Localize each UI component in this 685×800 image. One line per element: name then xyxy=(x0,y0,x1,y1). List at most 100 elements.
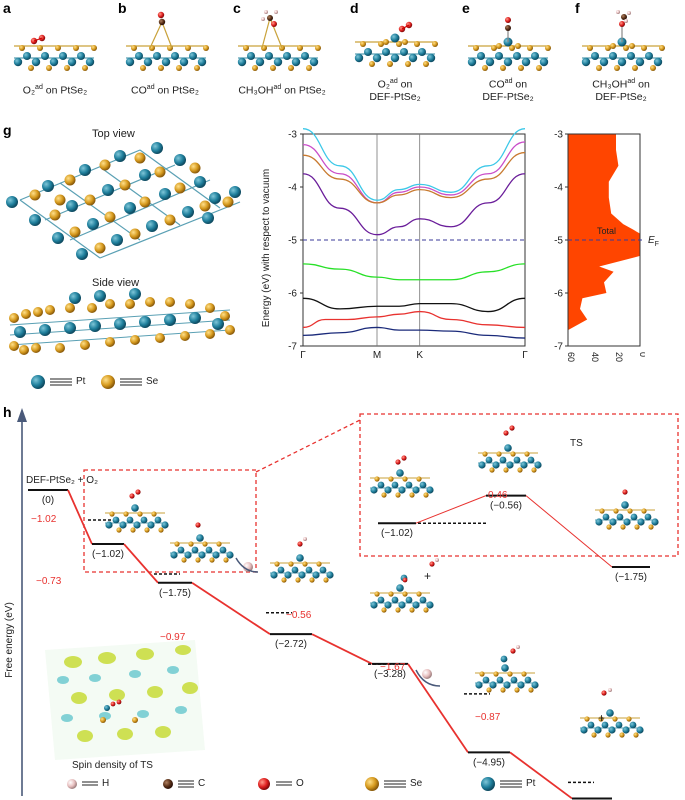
dos-chart: -3 -4 -5 -6 -760 40 20 0 xyxy=(554,130,645,363)
axis-arrow-icon xyxy=(17,408,27,422)
reaction-arrow-icon-2 xyxy=(415,669,441,687)
legend-o-label: O xyxy=(296,778,304,789)
energy-change-label: −0.73 xyxy=(36,576,62,587)
side-view-structure xyxy=(9,288,235,355)
panel-g-label: g xyxy=(3,122,12,138)
energy-connector xyxy=(123,543,159,584)
band-ylabel: Energy (eV) with respect to vacuum xyxy=(261,169,272,327)
caption-e: COad on DEF-PtSe₂ xyxy=(482,78,534,103)
legend-pt-atom-h xyxy=(481,777,495,791)
energy-level-label: (−4.95) xyxy=(473,757,505,768)
legend-o-atom xyxy=(258,778,270,790)
energy-connector xyxy=(191,581,271,635)
panel-d-label: d xyxy=(350,0,359,16)
caption-f: CH₃OHad on DEF-PtSe₂ xyxy=(592,78,650,103)
energy-connector xyxy=(311,633,373,665)
fermi-label: EF xyxy=(648,235,659,248)
inset-energy-level-label: (−1.02) xyxy=(381,528,413,539)
dos-xtick-label: 40 xyxy=(590,352,600,362)
energy-connector xyxy=(67,489,93,545)
plus-sign-1: + xyxy=(424,569,432,583)
legend-h-label: H xyxy=(102,778,110,789)
energy-connector xyxy=(509,751,573,800)
legend-c-atom xyxy=(163,779,173,789)
spin-density-caption: Spin density of TS xyxy=(72,760,153,771)
band-ytick-label: -7 xyxy=(288,342,297,353)
panel-f-label: f xyxy=(575,0,580,16)
band-navy xyxy=(302,326,526,339)
dos-ytick-label: -7 xyxy=(554,342,563,353)
panel-a-label: a xyxy=(3,0,11,16)
energy-level-label: (−2.72) xyxy=(275,639,307,650)
dos-ytick-label: -4 xyxy=(554,183,563,194)
band-ytick-label: -5 xyxy=(288,236,297,247)
free-energy-ylabel: Free energy (eV) xyxy=(4,602,15,678)
caption-a: O₂ad on PtSe₂ xyxy=(22,84,88,97)
top-view-title: Top view xyxy=(92,128,135,140)
legend-g xyxy=(31,375,142,389)
legend-h xyxy=(67,777,522,791)
legend-se-atom-h xyxy=(365,777,379,791)
inset-box xyxy=(359,413,679,557)
energy-change-label: −0.97 xyxy=(160,632,186,643)
band-magenta xyxy=(302,141,526,204)
band-black xyxy=(302,297,526,313)
caption-c: CH₃OHad on PtSe₂ xyxy=(238,84,326,97)
band-xtick-label: K xyxy=(416,350,423,361)
band-xtick-label: Γ xyxy=(300,350,306,361)
energy-change-label: −0.56 xyxy=(286,610,312,621)
band-ytick-label: -4 xyxy=(288,183,297,194)
dos-total-label: Total xyxy=(597,226,617,236)
ts-region-box xyxy=(83,469,257,573)
crystal-views xyxy=(6,142,241,355)
dos-curve xyxy=(568,134,640,346)
dos-xtick-label: 20 xyxy=(614,352,624,362)
band-xtick-label: M xyxy=(373,350,381,361)
energy-change-label: −0.87 xyxy=(475,712,501,723)
legend-pt-label-h: Pt xyxy=(526,778,536,789)
energy-level-label: (−1.75) xyxy=(159,588,191,599)
panel-e-label: e xyxy=(462,0,470,16)
band-xtick-label: Γ xyxy=(522,350,528,361)
dos-ytick-label: -5 xyxy=(554,236,563,247)
legend-h-atom xyxy=(67,779,77,789)
band-ytick-label: -3 xyxy=(288,130,297,141)
band-structure-chart: Energy (eV) with respect to vacuum Γ M K Γ-… xyxy=(261,128,528,361)
dos-xtick-label: 60 xyxy=(566,352,576,362)
caption-b: COad on PtSe₂ xyxy=(131,84,199,97)
start-state-label: DEF-PtSe₂ + O₂ xyxy=(26,475,98,486)
caption-d: O₂ad on DEF-PtSe₂ xyxy=(369,78,421,103)
inset-energy-level-label: (−1.75) xyxy=(615,572,647,583)
inset-barrier-label: 0.46 xyxy=(488,490,508,501)
side-view-title: Side view xyxy=(92,277,140,289)
energy-level-label: (−1.02) xyxy=(92,549,124,560)
energy-connector xyxy=(407,663,469,753)
inset-connector xyxy=(415,495,487,524)
top-row-structures xyxy=(13,10,685,72)
inset-connector xyxy=(525,495,613,568)
ts-label: TS xyxy=(570,438,583,449)
energy-level-label: (−3.28) xyxy=(374,669,406,680)
legend-pt-label: Pt xyxy=(76,376,86,387)
energy-change-label: −1.67 xyxy=(380,662,406,673)
legend-se-atom xyxy=(101,375,115,389)
top-view-structure xyxy=(6,142,241,260)
legend-se-label-h: Se xyxy=(410,778,423,789)
dos-ytick-label: -6 xyxy=(554,289,563,300)
plus-sign-2: + xyxy=(598,711,606,725)
panel-h-label: h xyxy=(3,404,12,420)
inset-energy-level-label: (−0.56) xyxy=(490,501,522,512)
legend-pt-atom xyxy=(31,375,45,389)
spin-density-image xyxy=(45,640,205,760)
band-cyan xyxy=(302,128,526,201)
energy-level-label: (0) xyxy=(42,495,54,506)
band-red xyxy=(302,310,526,329)
energy-change-label: −1.02 xyxy=(31,514,57,525)
dos-xtick-label: 0 xyxy=(638,352,645,357)
band-green xyxy=(302,263,526,281)
reaction-arrow-icon xyxy=(235,557,259,573)
band-ytick-label: -6 xyxy=(288,289,297,300)
legend-se-label: Se xyxy=(146,376,159,387)
zoom-line xyxy=(255,419,361,473)
panel-c-label: c xyxy=(233,0,241,16)
